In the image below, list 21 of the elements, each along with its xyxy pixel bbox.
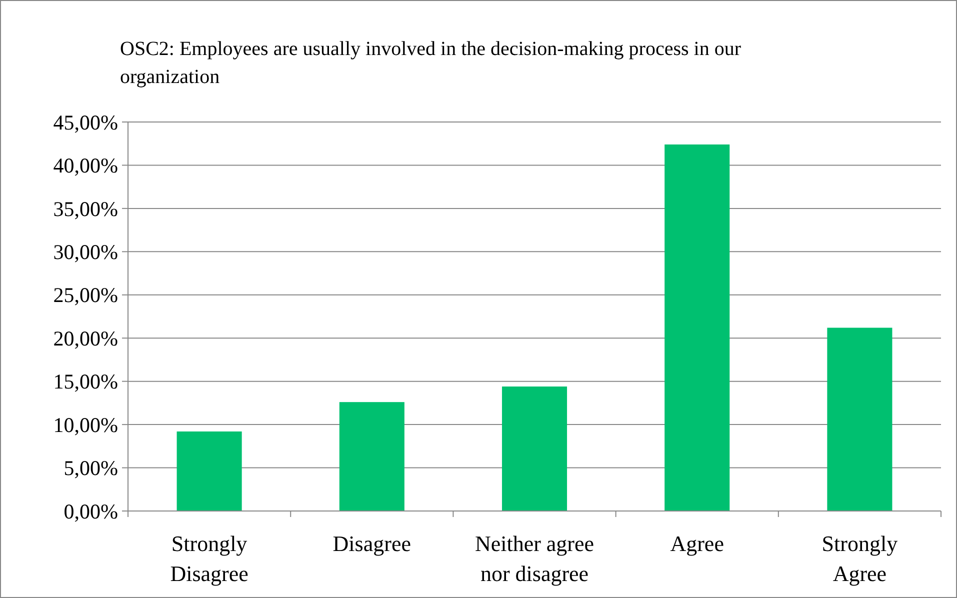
y-tick-label: 45,00% (53, 110, 118, 134)
x-tick-label: Agree (670, 531, 724, 556)
x-tick-label: Disagree (332, 531, 411, 556)
y-tick-label: 30,00% (53, 240, 118, 264)
x-tick-label: Strongly Agree (822, 531, 898, 586)
y-tick-label: 5,00% (64, 456, 118, 480)
y-tick-label: 15,00% (53, 370, 118, 394)
bar (664, 144, 730, 511)
bar (827, 328, 892, 511)
y-tick-label: 20,00% (53, 326, 118, 350)
y-tick-label: 40,00% (53, 154, 118, 178)
chart-title: OSC2: Employees are usually involved in the decision-making process in our organization (120, 38, 742, 88)
y-tick-label: 0,00% (64, 499, 118, 524)
y-tick-label: 35,00% (53, 196, 118, 221)
x-tick-label: Strongly Disagree (170, 531, 248, 586)
bar (339, 402, 404, 511)
y-tick-label: 25,00% (53, 283, 118, 308)
bar (502, 386, 568, 511)
bar (176, 431, 242, 511)
y-tick-label: 10,00% (53, 412, 118, 437)
x-tick-label: Neither agree nor disagree (474, 531, 594, 586)
